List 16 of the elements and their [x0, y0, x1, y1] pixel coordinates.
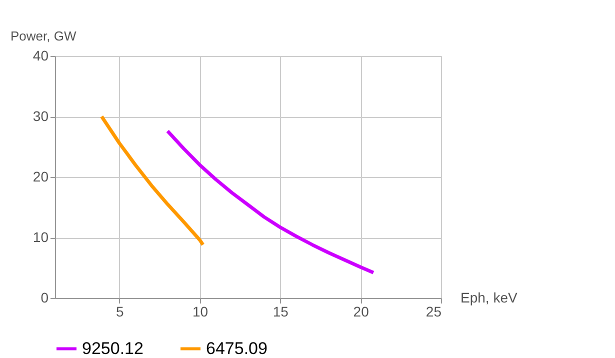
x-tick-label: 10 — [192, 304, 208, 320]
x-axis-title: Eph, keV — [460, 290, 518, 306]
line-series — [100, 114, 205, 247]
legend-label: 9250.12 — [82, 338, 144, 358]
y-tick-label: 30 — [32, 108, 49, 124]
x-tick-label: 5 — [116, 304, 124, 320]
x-tick-label: 15 — [272, 304, 289, 320]
line-series — [166, 129, 376, 274]
y-tick-label: 10 — [32, 229, 49, 245]
y-axis-title: Power, GW — [10, 28, 77, 44]
y-tick-label: 0 — [40, 290, 49, 306]
y-tick-label: 40 — [32, 48, 49, 64]
x-tick-label: 25 — [426, 304, 442, 320]
x-tick-label: 20 — [353, 304, 370, 320]
y-tick-label: 20 — [32, 168, 49, 184]
legend-label: 6475.09 — [206, 338, 268, 358]
